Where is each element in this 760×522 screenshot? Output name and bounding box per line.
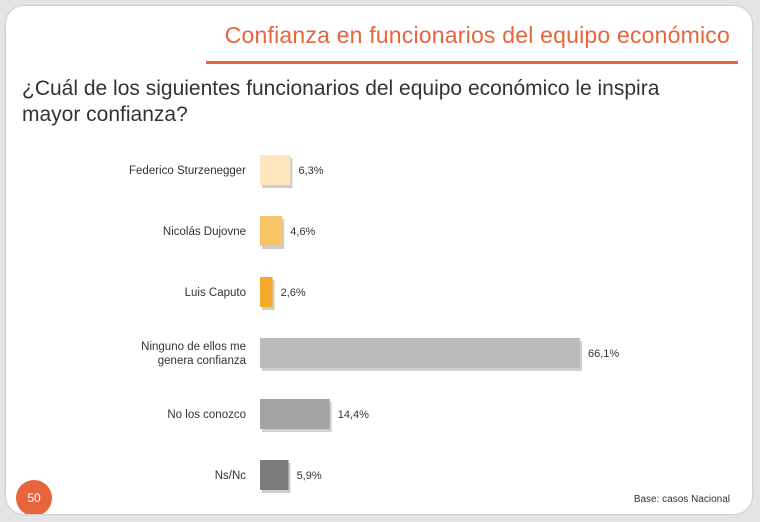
bar [260, 460, 289, 490]
bar [260, 338, 580, 368]
bar [260, 155, 291, 185]
bar [260, 399, 330, 429]
bar [260, 216, 283, 246]
category-label: Federico Sturzenegger [129, 165, 246, 177]
page-number-badge: 50 [16, 480, 52, 514]
title-underline [206, 61, 738, 64]
bar [260, 277, 273, 307]
category-label: Ns/Nc [215, 470, 247, 482]
bar-value-label: 2,6% [281, 287, 306, 299]
bar-value-label: 14,4% [338, 409, 369, 421]
page-title: Confianza en funcionarios del equipo eco… [224, 22, 730, 48]
bar-value-label: 6,3% [298, 165, 323, 177]
survey-question: ¿Cuál de los siguientes funcionarios del… [22, 77, 660, 126]
slide: Confianza en funcionarios del equipo eco… [6, 6, 752, 514]
category-label: Nicolás Dujovne [163, 226, 246, 238]
category-label: No los conozco [167, 409, 246, 421]
base-note: Base: casos Nacional [633, 494, 730, 505]
category-label: Luis Caputo [185, 287, 246, 299]
bar-value-label: 5,9% [297, 470, 322, 482]
category-label: Ninguno de ellos me genera confianza [141, 341, 246, 367]
bar-value-label: 66,1% [588, 348, 619, 360]
bar-value-label: 4,6% [290, 226, 315, 238]
